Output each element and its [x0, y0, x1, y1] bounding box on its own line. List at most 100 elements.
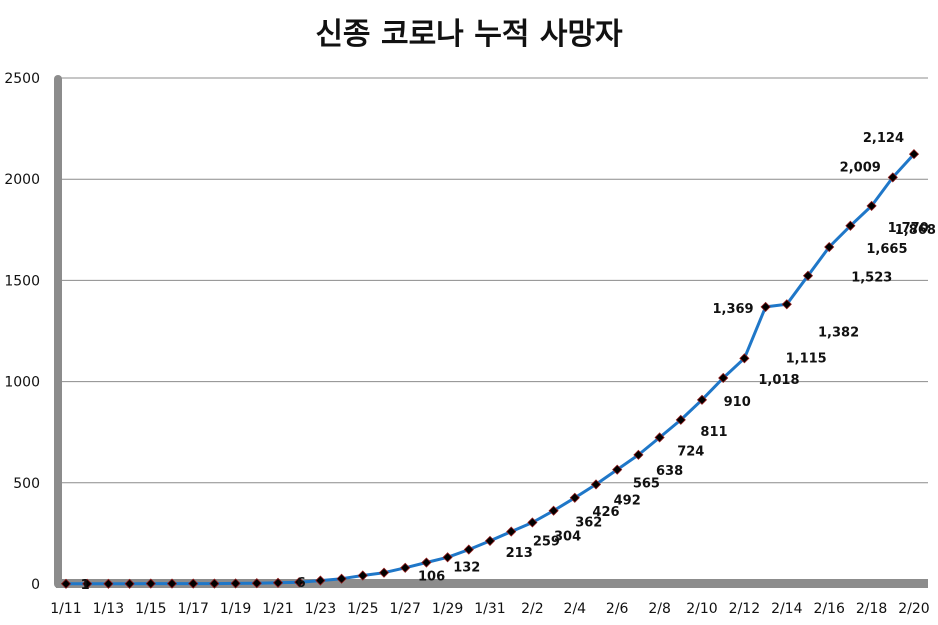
data-point-marker: [675, 414, 686, 425]
data-point-marker: [866, 200, 877, 211]
x-tick-label: 2/18: [856, 601, 887, 617]
data-label: 638: [656, 464, 683, 479]
y-axis-ticks: 0 500 1000 1500 2000 2500: [4, 71, 40, 593]
data-point-marker: [82, 578, 93, 589]
data-point-marker: [845, 220, 856, 231]
data-point-marker: [760, 301, 771, 312]
x-tick-label: 1/23: [305, 601, 336, 617]
data-label: 565: [633, 477, 660, 492]
data-point-marker: [188, 578, 199, 589]
data-label: 1,868: [895, 223, 936, 238]
data-point-marker: [612, 464, 623, 475]
x-tick-label: 1/17: [177, 601, 208, 617]
data-label: 213: [506, 546, 533, 561]
x-axis-ticks: 1/11 1/13 1/15 1/17 1/19 1/21 1/23 1/25 1/27 1/29…: [50, 601, 929, 617]
data-label: 910: [724, 395, 751, 410]
data-label: 1,382: [818, 325, 859, 340]
data-point-marker: [336, 573, 347, 584]
data-point-marker: [209, 578, 220, 589]
x-tick-label: 2/10: [686, 601, 717, 617]
data-point-marker: [654, 432, 665, 443]
data-point-marker: [378, 567, 390, 578]
chart-title: 신종 코로나 누적 사망자: [315, 17, 623, 52]
data-point-marker: [315, 575, 326, 586]
data-point-marker: [548, 505, 559, 516]
x-tick-label: 2/12: [729, 601, 760, 617]
x-tick-label: 1/21: [262, 601, 293, 617]
data-label: 2,009: [840, 160, 881, 175]
data-label: 1,115: [786, 351, 827, 366]
data-label: 724: [677, 444, 704, 459]
data-point-marker: [421, 557, 432, 568]
data-label: 1,523: [851, 271, 892, 286]
x-tick-label: 1/15: [135, 601, 166, 617]
y-tick-label: 2500: [4, 71, 40, 87]
y-tick-label: 1500: [4, 273, 40, 289]
x-tick-label: 2/8: [648, 601, 671, 617]
data-point-marker: [781, 299, 792, 310]
data-label: 811: [700, 425, 727, 440]
x-tick-label: 2/20: [898, 601, 929, 617]
x-tick-label: 1/27: [389, 601, 420, 617]
data-point-marker: [739, 353, 750, 364]
y-tick-label: 500: [13, 476, 40, 492]
data-point-marker: [166, 578, 178, 589]
data-label: 304: [554, 529, 581, 544]
x-tick-label: 2/14: [771, 601, 803, 617]
data-label: 426: [592, 505, 619, 520]
y-tick-label: 1000: [4, 375, 40, 391]
x-tick-label: 2/4: [564, 601, 587, 617]
data-point-marker: [357, 570, 368, 581]
data-point-marker: [908, 149, 920, 160]
data-point-marker: [569, 492, 580, 503]
data-point-marker: [887, 172, 898, 183]
data-point-marker: [251, 578, 262, 589]
data-point-marker: [590, 479, 602, 490]
data-label: 1,665: [866, 242, 907, 257]
data-point-marker: [463, 544, 474, 555]
x-tick-label: 1/25: [347, 601, 378, 617]
data-label: 259: [533, 535, 560, 550]
data-label: 106: [418, 570, 445, 585]
x-tick-label: 2/2: [521, 601, 544, 617]
data-label: 132: [453, 560, 480, 575]
series-line: [66, 153, 916, 586]
data-point-marker: [272, 577, 284, 588]
y-axis-wall: [54, 75, 62, 588]
data-point-marker: [442, 552, 453, 563]
data-point-marker: [824, 241, 835, 253]
data-point-marker: [230, 578, 241, 589]
data-label: 492: [614, 493, 641, 508]
data-point-marker: [527, 517, 538, 528]
data-point-marker: [802, 270, 814, 281]
data-point-marker: [506, 526, 517, 537]
x-tick-label: 1/13: [93, 601, 124, 617]
data-point-marker: [124, 578, 135, 589]
y-tick-label: 0: [31, 577, 40, 593]
data-point-marker: [294, 577, 305, 588]
data-label: 1,770: [888, 221, 929, 236]
series-layer: [60, 149, 920, 589]
plot-floor: [56, 579, 928, 588]
x-tick-label: 1/11: [50, 601, 81, 617]
data-label: 6: [297, 576, 306, 591]
gridlines: [58, 77, 928, 484]
data-point-marker: [103, 578, 114, 589]
data-point-marker: [696, 394, 708, 405]
data-point-marker: [718, 372, 729, 384]
x-tick-label: 2/6: [606, 601, 629, 617]
data-label: 1: [81, 578, 90, 593]
data-label: 2,124: [863, 131, 904, 146]
x-tick-label: 1/19: [220, 601, 251, 617]
data-point-marker: [145, 578, 156, 589]
x-tick-label: 1/31: [474, 601, 505, 617]
data-label: 1,018: [758, 373, 799, 388]
x-tick-label: 1/29: [432, 601, 463, 617]
data-point-marker: [400, 562, 411, 573]
data-point-marker: [60, 578, 72, 589]
data-label: 362: [575, 516, 602, 531]
data-point-marker: [633, 449, 644, 460]
x-tick-label: 2/16: [813, 601, 845, 617]
